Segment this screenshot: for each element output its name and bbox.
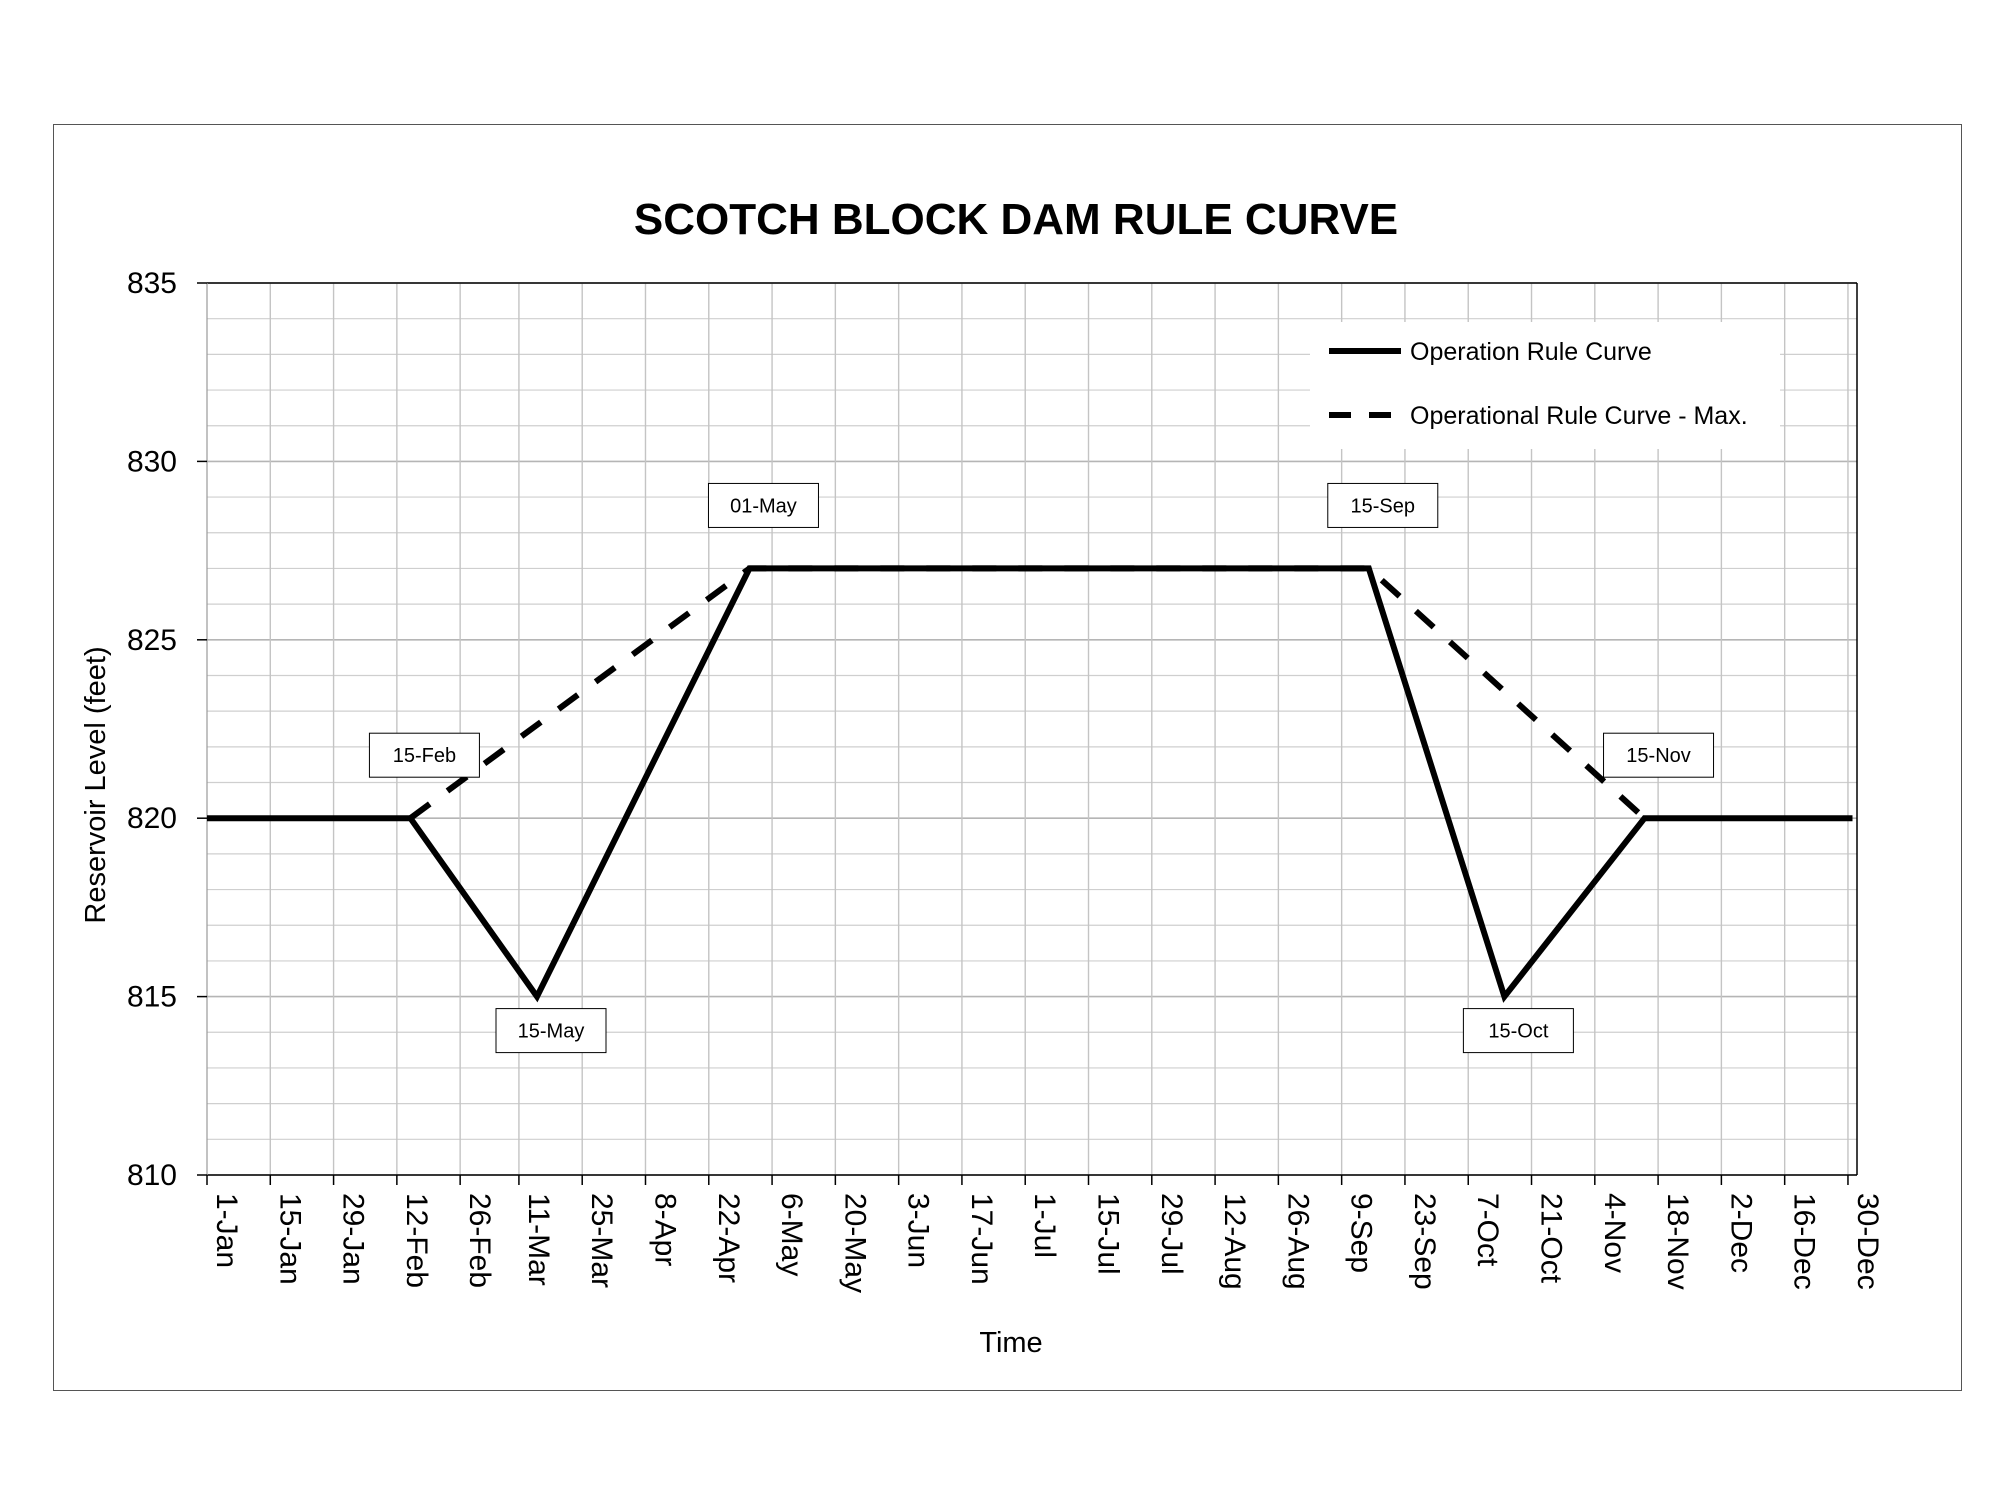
callout-01-may: 01-May — [707, 482, 819, 528]
callout-label: 15-Sep — [1351, 495, 1416, 517]
y-tick-label: 820 — [127, 802, 177, 835]
x-axis-title: Time — [979, 1327, 1042, 1359]
y-tick-label: 825 — [127, 624, 177, 657]
x-tick-label: 6-May — [775, 1193, 808, 1276]
x-tick-label: 18-Nov — [1661, 1193, 1694, 1290]
callout-15-oct: 15-Oct — [1462, 1008, 1574, 1054]
callout-box — [707, 482, 819, 528]
x-tick-label: 30-Dec — [1851, 1193, 1884, 1290]
x-tick-label: 2-Dec — [1724, 1193, 1757, 1273]
legend-label-operational-rule-curve-max: Operational Rule Curve - Max. — [1410, 402, 1748, 430]
x-tick-label: 15-Jan — [273, 1193, 306, 1285]
x-tick-label: 9-Sep — [1345, 1193, 1378, 1273]
legend: Operation Rule Curve Operational Rule Cu… — [1310, 322, 1780, 449]
callout-label: 15-May — [518, 1021, 585, 1043]
x-tick-label: 26-Feb — [463, 1193, 496, 1288]
x-tick-label: 4-Nov — [1598, 1193, 1631, 1273]
legend-box — [1310, 322, 1780, 449]
y-tick-label: 830 — [127, 445, 177, 478]
y-axis-title: Reservoir Level (feet) — [80, 646, 112, 923]
chart-frame — [53, 124, 1962, 1391]
callout-box — [1327, 482, 1439, 528]
callout-label: 15-Oct — [1488, 1021, 1548, 1043]
series-line-operation-rule-curve — [207, 565, 1853, 1003]
x-tick-label: 12-Feb — [400, 1193, 433, 1288]
callout-15-may: 15-May — [495, 1008, 607, 1054]
x-tick-label: 1-Jan — [210, 1193, 243, 1268]
callout-label: 01-May — [730, 495, 797, 517]
callout-box — [495, 1008, 607, 1054]
x-tick-label: 17-Jun — [965, 1193, 998, 1285]
x-tick-label: 1-Jul — [1028, 1193, 1061, 1258]
x-tick-label: 29-Jul — [1155, 1193, 1188, 1275]
x-tick-label: 25-Mar — [585, 1193, 618, 1288]
series-lines — [207, 565, 1853, 1003]
date-callouts: 15-Feb 15-May 01-May 15-Sep 15-Oct 15-Nov — [368, 482, 1715, 1054]
callout-15-nov: 15-Nov — [1603, 732, 1715, 778]
x-tick-label: 22-Apr — [712, 1193, 745, 1283]
x-tick-label: 11-Mar — [522, 1193, 555, 1286]
callout-label: 15-Nov — [1626, 745, 1690, 767]
callout-box — [1462, 1008, 1574, 1054]
x-tick-label: 16-Dec — [1788, 1193, 1821, 1290]
x-tick-label: 29-Jan — [337, 1193, 370, 1285]
x-tick-label: 15-Jul — [1092, 1193, 1125, 1275]
legend-label-operation-rule-curve: Operation Rule Curve — [1410, 338, 1652, 366]
callout-box — [1603, 732, 1715, 778]
chart-title: SCOTCH BLOCK DAM RULE CURVE — [634, 195, 1398, 244]
x-tick-label: 21-Oct — [1535, 1193, 1568, 1284]
gridlines — [207, 282, 1857, 1176]
x-tick-label: 3-Jun — [902, 1193, 935, 1268]
axes: 810 815 820 825 830 835 1-Jan 15-Jan 29-Jan 12-Fe… — [127, 267, 1884, 1293]
x-tick-label: 23-Sep — [1408, 1193, 1441, 1290]
x-tick-label: 8-Apr — [648, 1193, 681, 1266]
x-tick-label: 26-Aug — [1281, 1193, 1314, 1290]
callout-15-sep: 15-Sep — [1327, 482, 1439, 528]
callout-label: 15-Feb — [393, 745, 456, 767]
y-tick-label: 810 — [127, 1159, 177, 1192]
y-tick-label: 835 — [127, 267, 177, 300]
y-tick-label: 815 — [127, 981, 177, 1014]
x-tick-label: 12-Aug — [1218, 1193, 1251, 1290]
callout-box — [368, 732, 480, 778]
x-tick-label: 7-Oct — [1471, 1193, 1504, 1267]
series-line-operational-rule-curve-max — [408, 565, 1647, 821]
x-tick-label: 20-May — [838, 1193, 871, 1293]
callout-15-feb: 15-Feb — [368, 732, 480, 778]
